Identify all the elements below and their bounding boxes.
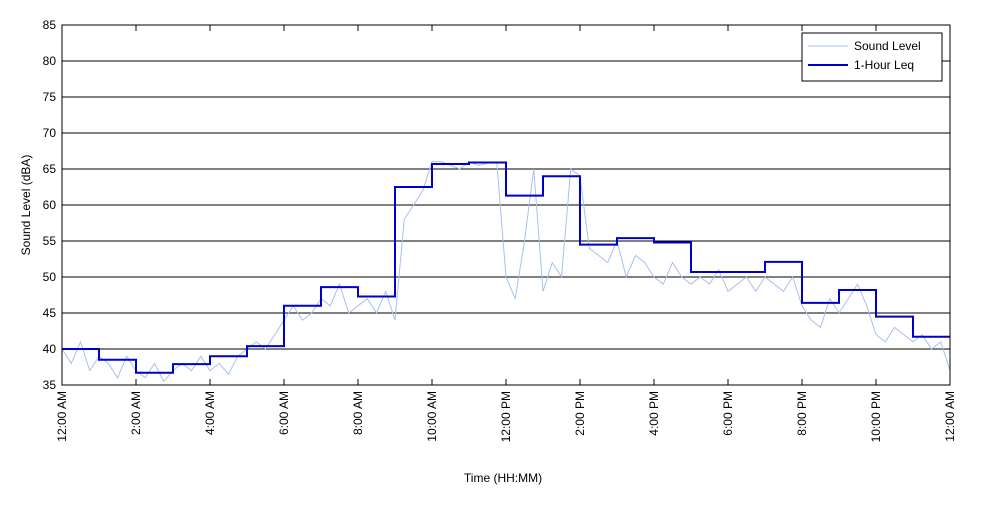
x-tick-label: 4:00 PM [647,391,661,436]
series-line [61,161,951,383]
y-tick-label: 80 [43,54,57,68]
plot-frame [61,24,951,386]
y-tick-label: 75 [43,90,57,104]
y-tick-label: 40 [43,342,57,356]
x-tick-label: 12:00 AM [55,391,69,442]
legend-box [801,32,943,82]
x-tick-label: 4:00 AM [203,391,217,435]
y-tick-label: 85 [43,18,57,32]
y-tick-label: 50 [43,270,57,284]
x-tick-label: 12:00 PM [499,391,513,442]
x-tick-label: 8:00 AM [351,391,365,435]
x-tick-label: 2:00 AM [129,391,143,435]
y-tick-label: 65 [43,162,57,176]
x-tick-label: 10:00 AM [425,391,439,442]
x-tick-label: 10:00 PM [869,391,883,442]
y-tick-label: 35 [43,378,57,392]
legend-label: Sound Level [854,39,921,53]
legend-label: 1-Hour Leq [854,58,914,72]
y-axis-label: Sound Level (dBA) [19,155,33,256]
series-line [62,161,950,374]
x-tick-label: 12:00 AM [943,391,957,442]
x-axis-label: Time (HH:MM) [464,471,542,485]
x-tick-label: 6:00 AM [277,391,291,435]
y-tick-label: 55 [43,234,57,248]
y-tick-label: 70 [43,126,57,140]
x-tick-label: 2:00 PM [573,391,587,436]
y-tick-label: 60 [43,198,57,212]
x-tick-label: 8:00 PM [795,391,809,436]
y-tick-label: 45 [43,306,57,320]
x-tick-label: 6:00 PM [721,391,735,436]
